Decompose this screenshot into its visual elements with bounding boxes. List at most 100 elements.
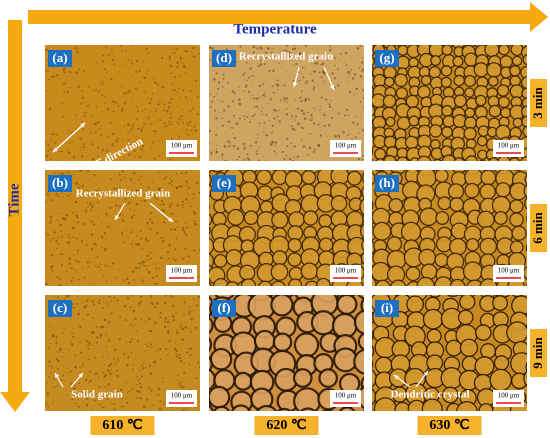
speckle xyxy=(157,262,159,264)
speckle xyxy=(118,269,121,271)
speckle xyxy=(197,296,200,299)
speckle xyxy=(134,209,136,212)
grain xyxy=(372,56,376,67)
speckle xyxy=(56,247,59,250)
speckle xyxy=(242,73,245,76)
speckle xyxy=(140,128,142,130)
speckle xyxy=(174,85,176,87)
speckle xyxy=(115,325,117,327)
speckle xyxy=(109,229,111,231)
speckle xyxy=(347,114,350,117)
grain xyxy=(362,171,364,184)
speckle xyxy=(120,85,123,87)
grain xyxy=(474,94,487,107)
grain xyxy=(271,170,288,186)
speckle xyxy=(175,48,178,51)
speckle xyxy=(131,338,134,341)
panel-label: (a) xyxy=(52,50,67,65)
panel-label: (b) xyxy=(52,175,68,190)
speckle xyxy=(90,209,92,211)
grain xyxy=(449,278,466,286)
grain xyxy=(465,238,480,252)
speckle xyxy=(92,89,94,91)
speckle xyxy=(141,261,144,264)
speckle xyxy=(154,282,158,286)
grain xyxy=(449,197,465,212)
speckle xyxy=(276,115,279,118)
grain xyxy=(400,221,422,243)
speckle xyxy=(100,219,102,222)
speckle xyxy=(304,99,307,102)
speckle xyxy=(233,116,235,118)
speckle xyxy=(106,226,109,229)
grain xyxy=(225,281,240,286)
speckle xyxy=(151,388,153,390)
speckle xyxy=(79,137,82,140)
grain xyxy=(209,281,213,286)
speckle xyxy=(77,85,80,89)
speckle xyxy=(152,141,155,144)
speckle xyxy=(275,83,278,86)
speckle xyxy=(123,92,127,95)
speckle xyxy=(164,125,167,128)
speckle xyxy=(139,385,143,389)
speckle xyxy=(179,381,182,384)
speckle xyxy=(183,314,185,317)
speckle xyxy=(91,300,94,303)
speckle xyxy=(182,385,185,388)
speckle xyxy=(115,361,118,363)
speckle xyxy=(285,154,288,157)
speckle xyxy=(118,387,120,389)
speckle xyxy=(163,122,166,125)
grain xyxy=(479,278,498,286)
speckle xyxy=(136,106,138,108)
speckle xyxy=(94,399,97,402)
arrow-head xyxy=(330,85,335,90)
speckle xyxy=(45,201,47,204)
speckle xyxy=(66,394,68,396)
speckle xyxy=(66,235,68,237)
speckle xyxy=(307,98,310,101)
grain xyxy=(523,370,527,387)
speckle xyxy=(145,367,148,369)
speckle xyxy=(51,133,53,135)
speckle xyxy=(148,115,151,118)
speckle xyxy=(163,178,165,180)
speckle xyxy=(196,113,199,116)
speckle xyxy=(250,83,252,85)
grain xyxy=(422,308,444,330)
speckle xyxy=(106,326,108,328)
speckle xyxy=(192,52,194,54)
speckle xyxy=(181,200,185,203)
speckle xyxy=(156,103,159,106)
grain xyxy=(375,170,385,172)
speckle xyxy=(140,318,143,320)
speckle xyxy=(72,335,74,338)
speckle xyxy=(198,192,200,194)
speckle xyxy=(140,183,142,185)
speckle xyxy=(164,295,167,297)
speckle xyxy=(320,127,322,128)
speckle xyxy=(232,145,236,148)
speckle xyxy=(132,324,134,327)
speckle xyxy=(86,261,90,264)
scale-bar-label: 100 μm xyxy=(498,142,520,150)
speckle xyxy=(74,366,77,369)
speckle xyxy=(142,126,145,129)
speckle xyxy=(184,256,186,258)
speckle xyxy=(49,147,52,150)
speckle xyxy=(309,132,312,135)
speckle xyxy=(56,159,58,161)
row-label-bg xyxy=(530,329,547,377)
grain xyxy=(452,55,464,68)
speckle xyxy=(125,49,127,52)
speckle xyxy=(164,320,167,323)
speckle xyxy=(98,299,101,301)
speckle xyxy=(191,125,193,127)
speckle xyxy=(344,51,348,55)
speckle xyxy=(107,135,110,138)
speckle xyxy=(149,122,152,125)
speckle xyxy=(170,228,173,231)
speckle xyxy=(147,345,150,348)
speckle xyxy=(223,145,227,148)
